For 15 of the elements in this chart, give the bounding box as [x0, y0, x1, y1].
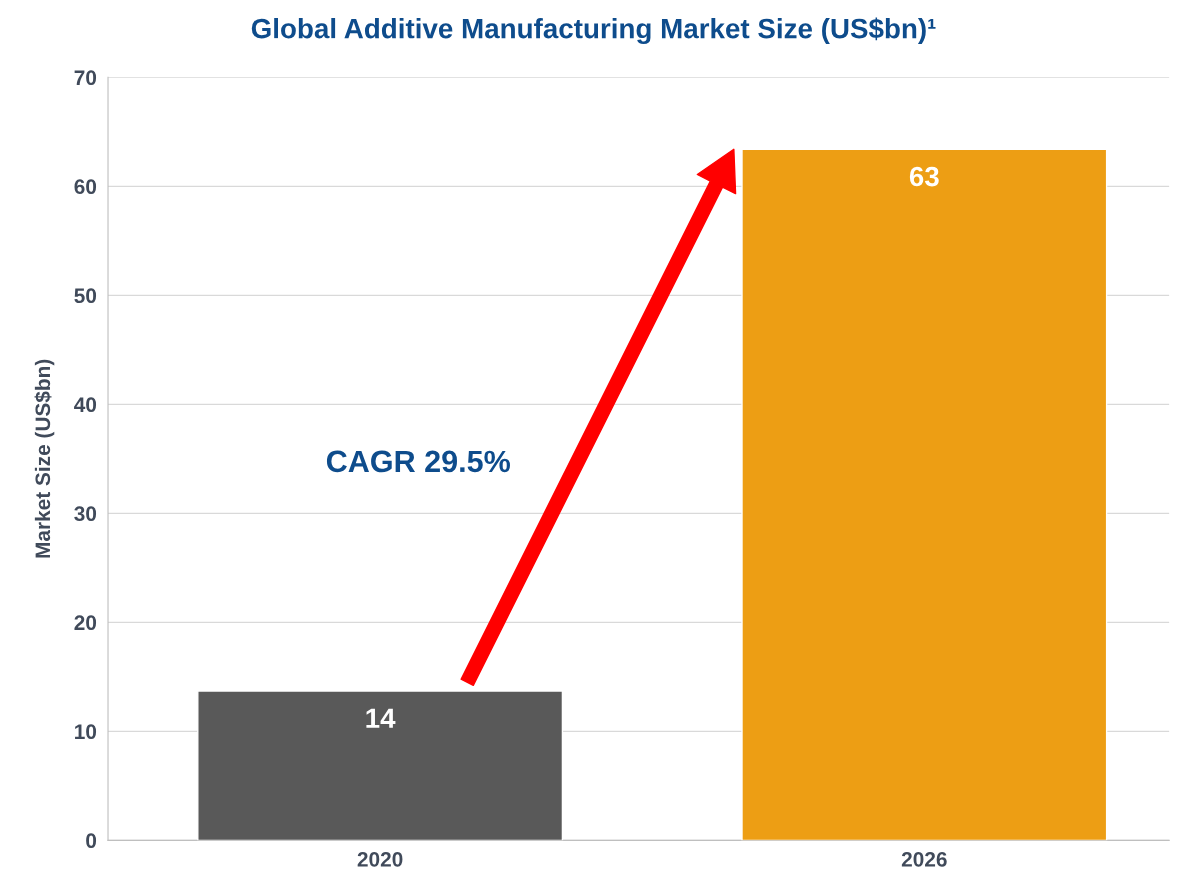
y-tick-label: 30 [74, 506, 97, 522]
y-tick-label: 70 [74, 70, 97, 86]
y-axis-title: Market Size (US$bn) [34, 359, 55, 558]
x-tick-label: 2020 [357, 851, 403, 867]
y-tick-label: 60 [74, 179, 97, 195]
y-tick-label: 50 [74, 288, 97, 304]
data-label: 63 [909, 166, 939, 187]
data-label: 14 [366, 708, 396, 728]
annotation: CAGR 29.5% [326, 450, 510, 473]
chart-title: Global Additive Manufacturing Market Size (US$bn)¹ [251, 17, 936, 45]
y-tick-label: 0 [86, 833, 97, 849]
y-tick-label: 40 [74, 397, 97, 413]
y-tick-label: 10 [75, 724, 97, 740]
x-tick-label: 2026 [901, 851, 947, 867]
y-tick-label: 20 [74, 615, 97, 631]
